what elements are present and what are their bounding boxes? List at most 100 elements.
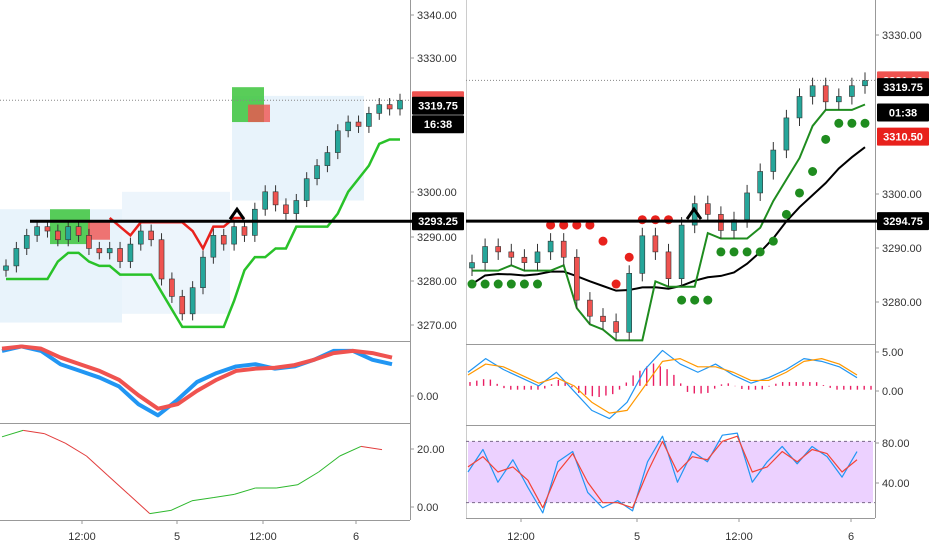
price-tag-label: 3293.25 — [418, 216, 458, 228]
indicator-series-line — [467, 435, 858, 509]
x-tick-label: 12:00 — [725, 531, 753, 543]
candle-body — [822, 85, 829, 103]
candle-body — [355, 121, 362, 127]
indicator-series-line — [1, 344, 393, 411]
candle-body — [241, 226, 248, 236]
oscillator-segment — [128, 494, 151, 514]
supertrend-dot — [677, 295, 687, 305]
candle-body — [626, 273, 633, 333]
supertrend-dot — [585, 220, 595, 230]
price-tag-box — [877, 78, 929, 97]
supertrend-dot — [598, 236, 608, 246]
price-tag-label: 3319.75 — [418, 101, 458, 113]
candle-body — [137, 230, 144, 245]
supertrend-dot — [808, 167, 818, 176]
candle-body — [96, 248, 103, 254]
candle-body — [13, 248, 20, 267]
arrow-up-icon — [228, 206, 246, 221]
y-tick-label: 80.00 — [882, 438, 910, 450]
candle-body — [86, 235, 92, 249]
supertrend-dot — [467, 279, 477, 289]
oscillator-segment — [360, 445, 383, 451]
price-tag-box — [412, 115, 464, 134]
candle-body — [293, 200, 300, 214]
x-tick-label: 6 — [353, 531, 359, 543]
supertrend-dot — [559, 220, 569, 230]
indicator-series-line — [467, 358, 858, 414]
candle-body — [862, 80, 868, 87]
price-tag-box — [412, 212, 464, 231]
price-tag: 01:38 — [877, 103, 929, 122]
price-tag: 3294.75 — [877, 212, 929, 231]
candle-body — [106, 248, 113, 254]
candle-body — [189, 287, 196, 315]
supertrend-dot — [519, 279, 529, 289]
y-tick-label: 3280.00 — [417, 276, 457, 288]
candle-body — [770, 149, 777, 172]
oscillator-segment — [234, 487, 256, 495]
supertrend-dot — [847, 118, 857, 128]
candle-body — [117, 248, 123, 262]
stochastic-band — [468, 441, 873, 503]
oscillator-segment — [86, 455, 108, 476]
candle-body — [65, 226, 72, 241]
candle-body — [283, 204, 289, 214]
candle-body — [744, 192, 750, 221]
oscillator-segment — [149, 509, 171, 515]
oscillator-segment — [191, 497, 214, 502]
supertrend-dot — [781, 209, 791, 219]
candle-body — [665, 251, 672, 279]
candle-body — [148, 230, 154, 241]
candle-body — [573, 256, 580, 301]
arrow-up-icon — [685, 206, 703, 220]
supertrend-dot — [768, 236, 778, 246]
oscillator-segment — [318, 455, 341, 473]
supertrend-dot — [611, 279, 621, 289]
x-tick-label: 6 — [848, 531, 854, 543]
candle-body — [55, 230, 61, 241]
candle-body — [639, 235, 646, 274]
y-tick-label: 3300.00 — [882, 189, 922, 201]
price-tag: 3319.75 — [877, 78, 929, 97]
candle-body — [469, 262, 475, 269]
supertrend-dot — [690, 295, 700, 305]
price-tag: 3310.50 — [877, 127, 929, 146]
supertrend-dot — [795, 188, 804, 198]
candle-body — [75, 226, 82, 236]
volume-profile-red — [88, 222, 110, 240]
candle-body — [345, 121, 351, 132]
y-tick-label: 3340.00 — [417, 10, 457, 22]
volume-profile-red — [248, 104, 270, 123]
supertrend-dot — [742, 247, 752, 257]
candle-body — [704, 203, 711, 215]
x-tick-label: 5 — [174, 531, 180, 543]
candle-body — [386, 104, 393, 110]
y-tick-label: 0.00 — [417, 391, 438, 403]
supertrend-dot — [480, 279, 490, 289]
candle-body — [158, 239, 165, 280]
candle-body — [3, 265, 9, 271]
candle-body — [796, 96, 803, 119]
supertrend-dot — [716, 247, 726, 257]
candle-body — [587, 299, 593, 317]
candle-body — [560, 240, 567, 258]
candle-body — [397, 99, 403, 110]
candle-body — [495, 246, 502, 253]
price-tag-box — [412, 96, 464, 115]
candle-body — [34, 226, 40, 236]
candle-body — [169, 278, 175, 297]
y-tick-label: 5.00 — [882, 347, 903, 359]
oscillator-segment — [23, 429, 45, 435]
candle-body — [200, 256, 206, 288]
candle-body — [678, 224, 685, 279]
supertrend-dot — [729, 247, 739, 257]
candle-body — [127, 243, 134, 262]
x-tick-label: 12:00 — [68, 531, 96, 543]
y-tick-label: 3290.00 — [882, 243, 922, 255]
candle-body — [652, 235, 659, 253]
supertrend-dot — [755, 247, 765, 257]
candle-body — [547, 240, 554, 253]
candle-body — [334, 130, 341, 153]
candle-body — [366, 113, 372, 127]
